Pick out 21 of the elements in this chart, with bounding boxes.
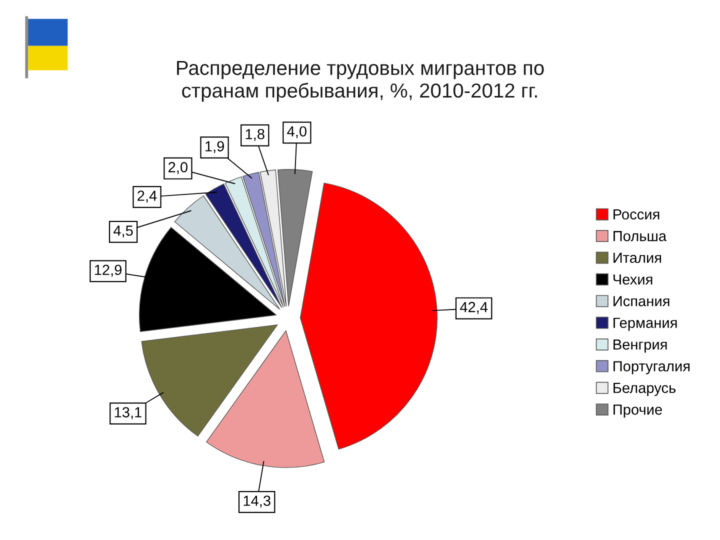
legend-label: Германия bbox=[614, 318, 677, 331]
data-label: 4,0 bbox=[287, 126, 306, 138]
legend-label: Португалия bbox=[614, 361, 690, 374]
legend-label: Чехия bbox=[614, 274, 652, 285]
data-label: 4,5 bbox=[113, 226, 133, 238]
data-label: 14,3 bbox=[244, 496, 270, 508]
data-label: 42,4 bbox=[460, 302, 488, 314]
data-label: 2,4 bbox=[138, 190, 157, 203]
legend-label: Италия bbox=[614, 252, 662, 263]
legend-label: Испания bbox=[614, 296, 670, 306]
legend-label: Польша bbox=[614, 231, 667, 242]
chart-title: Распределение трудовых мигрантов по странам пребывания, %, 2010-2012 гг. bbox=[177, 61, 544, 102]
legend-label: Прочие bbox=[614, 404, 662, 418]
legend-label: Беларусь bbox=[614, 382, 676, 396]
data-label: 1,8 bbox=[246, 128, 264, 142]
data-label: 12,9 bbox=[94, 264, 122, 277]
data-label: 2,0 bbox=[168, 162, 188, 174]
data-label: 1,9 bbox=[206, 141, 224, 154]
legend-label: Россия bbox=[614, 209, 660, 220]
legend-label: Венгрия bbox=[614, 340, 667, 353]
data-label: 13,1 bbox=[114, 407, 142, 420]
